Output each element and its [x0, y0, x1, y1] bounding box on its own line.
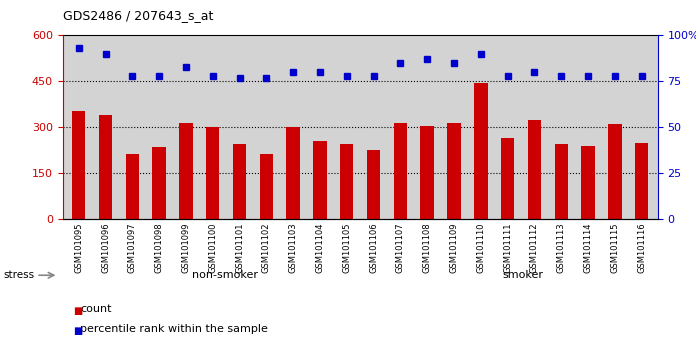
Bar — [528, 120, 541, 219]
Bar — [448, 123, 461, 219]
Text: smoker: smoker — [502, 270, 543, 280]
Bar — [287, 127, 300, 219]
Bar — [635, 143, 649, 219]
Bar — [206, 127, 219, 219]
Text: GDS2486 / 207643_s_at: GDS2486 / 207643_s_at — [63, 9, 213, 22]
Text: ■: ■ — [73, 326, 82, 336]
Bar — [260, 154, 273, 219]
Bar — [555, 144, 568, 219]
Text: stress: stress — [3, 270, 35, 280]
Text: non-smoker: non-smoker — [192, 270, 258, 280]
Bar — [420, 126, 434, 219]
Bar — [126, 154, 139, 219]
Bar — [99, 115, 112, 219]
Bar — [501, 138, 514, 219]
Bar — [581, 146, 594, 219]
Bar — [394, 123, 407, 219]
Text: count: count — [80, 304, 111, 314]
Bar — [152, 147, 166, 219]
Text: ■: ■ — [73, 306, 82, 316]
Bar — [72, 110, 86, 219]
Bar — [367, 150, 380, 219]
Bar — [313, 141, 326, 219]
Bar — [608, 124, 622, 219]
Bar — [180, 123, 193, 219]
Bar — [474, 83, 487, 219]
Bar — [233, 144, 246, 219]
Text: percentile rank within the sample: percentile rank within the sample — [80, 324, 268, 334]
Bar — [340, 144, 354, 219]
